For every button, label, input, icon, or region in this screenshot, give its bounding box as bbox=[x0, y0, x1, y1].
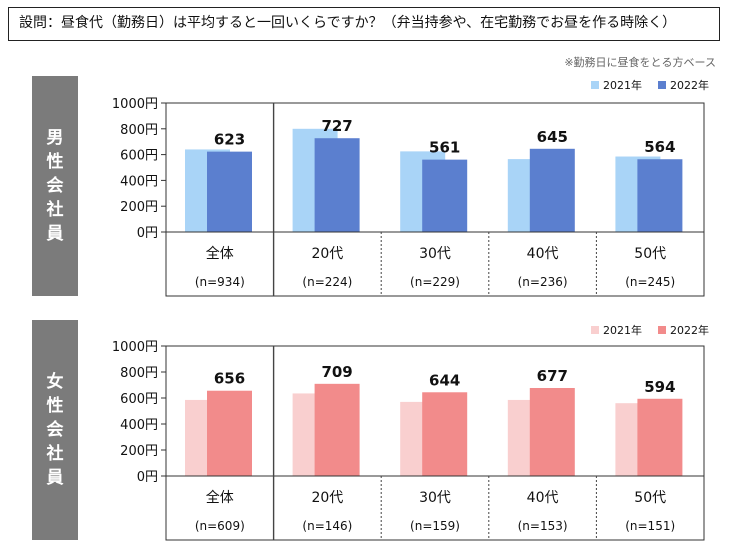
group-label-char: 社 bbox=[46, 200, 64, 220]
group-label-char: 女 bbox=[46, 372, 64, 392]
sample-size-label: (n=245) bbox=[625, 275, 675, 289]
category-label: 30代 bbox=[419, 246, 451, 262]
male-legend: 2021年 2022年 bbox=[591, 77, 709, 93]
category-label: 20代 bbox=[311, 490, 343, 506]
data-label: 677 bbox=[537, 367, 568, 385]
sample-size-label: (n=224) bbox=[302, 275, 352, 289]
y-tick-label: 400円 bbox=[120, 174, 158, 189]
legend-label-2021: 2021年 bbox=[603, 324, 642, 337]
legend-label-2021: 2021年 bbox=[603, 79, 642, 92]
bar-2022 bbox=[422, 392, 468, 476]
bar-2022 bbox=[637, 159, 683, 232]
survey-question: 設問：昼食代（勤務日）は平均すると一回いくらですか？（弁当持参や、在宅勤務でお昼… bbox=[8, 7, 720, 41]
chart-frame bbox=[165, 102, 705, 297]
y-tick-label: 600円 bbox=[120, 149, 158, 164]
sample-size-label: (n=236) bbox=[518, 275, 568, 289]
base-note: ※勤務日に昼食をとる方ベース bbox=[564, 56, 716, 69]
legend-label-2022: 2022年 bbox=[670, 324, 709, 337]
legend-swatch-2022 bbox=[658, 81, 666, 89]
group-label-char: 男 bbox=[46, 128, 64, 148]
y-tick-label: 800円 bbox=[120, 123, 158, 138]
category-label: 40代 bbox=[527, 490, 559, 506]
data-label: 709 bbox=[321, 363, 352, 381]
data-label: 561 bbox=[429, 139, 460, 157]
y-tick-label: 0円 bbox=[137, 226, 158, 241]
group-label-char: 会 bbox=[46, 176, 64, 196]
sample-size-label: (n=229) bbox=[410, 275, 460, 289]
legend-swatch-2022 bbox=[658, 326, 666, 334]
male-group-label: 男性会社員 bbox=[32, 76, 78, 296]
sample-size-label: (n=146) bbox=[302, 519, 352, 533]
category-label: 20代 bbox=[311, 246, 343, 262]
chart-frame bbox=[165, 345, 705, 541]
category-label: 全体 bbox=[206, 245, 234, 262]
y-tick-label: 200円 bbox=[120, 200, 158, 215]
bar-2022 bbox=[207, 151, 252, 232]
group-label-char: 員 bbox=[46, 224, 64, 244]
category-label: 50代 bbox=[634, 246, 666, 262]
data-label: 727 bbox=[321, 117, 352, 135]
data-label: 656 bbox=[214, 370, 245, 388]
y-tick-label: 200円 bbox=[120, 444, 158, 459]
sample-size-label: (n=151) bbox=[625, 519, 675, 533]
data-label: 644 bbox=[429, 371, 460, 389]
data-label: 623 bbox=[214, 131, 245, 149]
data-label: 645 bbox=[537, 128, 568, 146]
legend-swatch-2021 bbox=[591, 81, 599, 89]
bar-2022 bbox=[422, 159, 468, 232]
category-label: 全体 bbox=[206, 489, 234, 506]
sample-size-label: (n=159) bbox=[410, 519, 460, 533]
group-label-char: 性 bbox=[46, 152, 64, 172]
bar-2022 bbox=[529, 148, 575, 232]
data-label: 564 bbox=[644, 138, 675, 156]
group-label-char: 社 bbox=[46, 444, 64, 464]
bar-2022 bbox=[637, 398, 683, 476]
legend-swatch-2021 bbox=[591, 326, 599, 334]
category-label: 40代 bbox=[527, 246, 559, 262]
y-tick-label: 1000円 bbox=[112, 340, 158, 355]
category-label: 30代 bbox=[419, 490, 451, 506]
bar-2022 bbox=[207, 390, 252, 476]
bar-2022 bbox=[314, 383, 360, 476]
y-tick-label: 0円 bbox=[137, 470, 158, 485]
legend-label-2022: 2022年 bbox=[670, 79, 709, 92]
female-group-label: 女性会社員 bbox=[32, 320, 78, 540]
category-label: 50代 bbox=[634, 490, 666, 506]
sample-size-label: (n=609) bbox=[195, 519, 245, 533]
female-legend: 2021年 2022年 bbox=[591, 322, 709, 338]
data-label: 594 bbox=[644, 378, 675, 396]
y-tick-label: 600円 bbox=[120, 392, 158, 407]
bar-2022 bbox=[529, 387, 575, 476]
group-label-char: 性 bbox=[46, 396, 64, 416]
sample-size-label: (n=153) bbox=[518, 519, 568, 533]
sample-size-label: (n=934) bbox=[195, 275, 245, 289]
y-tick-label: 1000円 bbox=[112, 97, 158, 112]
group-label-char: 会 bbox=[46, 420, 64, 440]
y-tick-label: 400円 bbox=[120, 418, 158, 433]
group-label-char: 員 bbox=[46, 468, 64, 488]
y-tick-label: 800円 bbox=[120, 366, 158, 381]
bar-2022 bbox=[314, 138, 360, 232]
